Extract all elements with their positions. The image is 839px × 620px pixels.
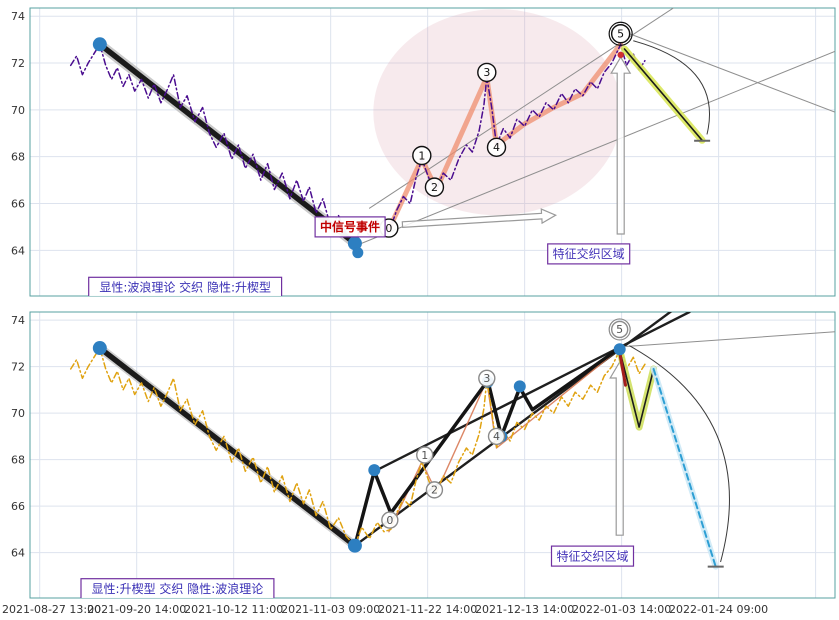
hidden-wave-line bbox=[388, 347, 622, 533]
pullback-zigzag-line bbox=[618, 349, 655, 428]
projection-down-line bbox=[623, 48, 703, 142]
resistance-line bbox=[626, 32, 835, 113]
wedge-extension-line bbox=[619, 331, 835, 348]
x-axis-label: 2021-09-20 14:00 bbox=[87, 603, 186, 616]
wave-label-5-outer-ring bbox=[608, 21, 633, 46]
wave-label-1-text: 1 bbox=[418, 149, 425, 162]
wave-label-0-text: 0 bbox=[385, 222, 392, 235]
wave-label-2 bbox=[425, 481, 444, 499]
panel-border bbox=[29, 7, 836, 297]
wave-label-5 bbox=[610, 320, 629, 339]
x-axis-label: 2021-11-22 14:00 bbox=[378, 603, 477, 616]
y-axis-label: 72 bbox=[11, 57, 25, 70]
wave-label-1-text: 1 bbox=[421, 449, 428, 462]
y-axis-label: 70 bbox=[11, 407, 25, 420]
x-axis-label: 2021-11-03 09:00 bbox=[281, 603, 380, 616]
y-axis-label: 68 bbox=[11, 454, 25, 467]
pivot-dot-low bbox=[347, 538, 362, 553]
overlap-region-box: 特征交织区域 bbox=[557, 548, 629, 563]
pivot-dot-low-2 bbox=[352, 247, 364, 259]
y-axis-label: 64 bbox=[11, 244, 25, 257]
overlap-region-box: 特征交织区域 bbox=[553, 246, 625, 261]
wave-label-5-text: 5 bbox=[617, 28, 624, 41]
y-axis-label: 68 bbox=[11, 151, 25, 164]
wave-5-red-marker bbox=[617, 51, 624, 59]
price-line bbox=[69, 347, 646, 547]
projection-dashed-line bbox=[652, 368, 717, 568]
wedge-zigzag-line bbox=[353, 346, 622, 548]
wedge-upper-line bbox=[373, 312, 691, 473]
panel-legend-box: 显性:波浪理论 交织 隐性:升楔型 bbox=[99, 280, 271, 295]
y-axis-label: 74 bbox=[11, 10, 25, 23]
wave-label-0-text: 0 bbox=[386, 514, 393, 527]
x-axis-label: 2021-12-13 14:00 bbox=[475, 603, 574, 616]
channel-lower-line bbox=[349, 50, 835, 249]
wave-label-3 bbox=[477, 62, 497, 83]
breakout-up-arrow bbox=[610, 56, 632, 235]
x-axis-label: 2022-01-24 09:00 bbox=[669, 603, 768, 616]
wedge-touch-dot-4 bbox=[513, 380, 526, 393]
wave-label-1 bbox=[416, 446, 434, 464]
wave-label-4-text: 4 bbox=[493, 430, 500, 443]
wave-label-5-text: 5 bbox=[616, 323, 623, 336]
x-axis-label: 2022-01-03 14:00 bbox=[572, 603, 671, 616]
projection-arc bbox=[629, 345, 730, 563]
y-axis-label: 74 bbox=[11, 314, 25, 327]
y-axis-label: 70 bbox=[11, 104, 25, 117]
y-axis-label: 64 bbox=[11, 547, 25, 560]
x-axis-label: 2021-10-12 11:00 bbox=[184, 603, 283, 616]
wave-label-5-outer-ring bbox=[608, 318, 631, 341]
panel-border bbox=[29, 311, 836, 599]
wave-label-2-text: 2 bbox=[431, 484, 438, 497]
wave-label-0 bbox=[381, 511, 399, 529]
wave-label-1 bbox=[412, 145, 432, 166]
panel-legend-box: 显性:升楔型 交织 隐性:波浪理论 bbox=[92, 581, 264, 596]
wave-label-3 bbox=[478, 369, 496, 387]
pivot-dot-low bbox=[347, 236, 362, 251]
channel-upper-line bbox=[369, 8, 675, 209]
wave-5-red-streak bbox=[618, 351, 627, 387]
y-axis-label: 72 bbox=[11, 361, 25, 374]
signal-event-box-box bbox=[314, 216, 386, 238]
pivot-dot-high bbox=[92, 37, 107, 52]
panel-legend-box-box bbox=[88, 276, 283, 296]
signal-right-arrow bbox=[401, 208, 558, 229]
wave-label-2-text: 2 bbox=[431, 181, 438, 194]
wave-label-2 bbox=[424, 177, 445, 197]
wave-label-4 bbox=[486, 137, 507, 158]
signal-event-box: 中信号事件 bbox=[320, 219, 380, 234]
y-axis-label: 66 bbox=[11, 500, 25, 513]
feature-overlap-ellipse bbox=[373, 9, 622, 216]
wave-label-4-text: 4 bbox=[493, 141, 500, 154]
wave-label-3-text: 3 bbox=[483, 66, 490, 79]
overlap-region-box-box bbox=[550, 545, 635, 567]
wave-label-4 bbox=[487, 427, 506, 446]
panel-legend-box-box bbox=[80, 578, 275, 598]
wedge-apex-dot bbox=[613, 343, 626, 356]
y-axis-label: 66 bbox=[11, 198, 25, 211]
projection-arc bbox=[633, 40, 711, 135]
wedge-touch-dot-1 bbox=[368, 464, 381, 477]
wave-label-3-text: 3 bbox=[483, 372, 490, 385]
wave-label-5 bbox=[610, 24, 631, 44]
x-axis-label: 2021-08-27 13:00 bbox=[2, 603, 101, 616]
overlap-region-box-box bbox=[547, 243, 631, 265]
pivot-dot-high bbox=[92, 341, 107, 356]
